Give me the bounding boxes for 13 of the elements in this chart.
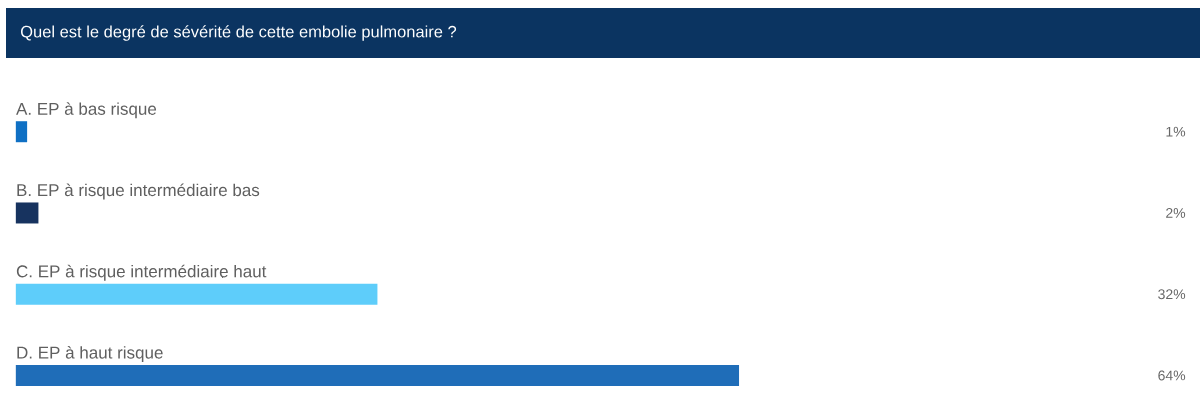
bar bbox=[15, 283, 378, 305]
data-label: 32% bbox=[1158, 289, 1186, 300]
bar bbox=[15, 121, 28, 143]
data-label: 2% bbox=[1166, 208, 1186, 218]
y-tick-label: A. EP à bas risque bbox=[16, 102, 157, 119]
y-tick-label: B. EP à risque intermédiaire bas bbox=[17, 183, 260, 200]
bar bbox=[15, 202, 39, 224]
y-tick-label: C. EP à risque intermédiaire haut bbox=[16, 264, 267, 281]
bar bbox=[15, 364, 740, 386]
y-tick-label: D. EP à haut risque bbox=[17, 345, 163, 362]
data-label: 1% bbox=[1166, 126, 1186, 137]
chart-title: Quel est le degré de sévérité de cette embolie pulmonaire ? bbox=[20, 25, 457, 41]
data-label: 64% bbox=[1158, 370, 1186, 381]
